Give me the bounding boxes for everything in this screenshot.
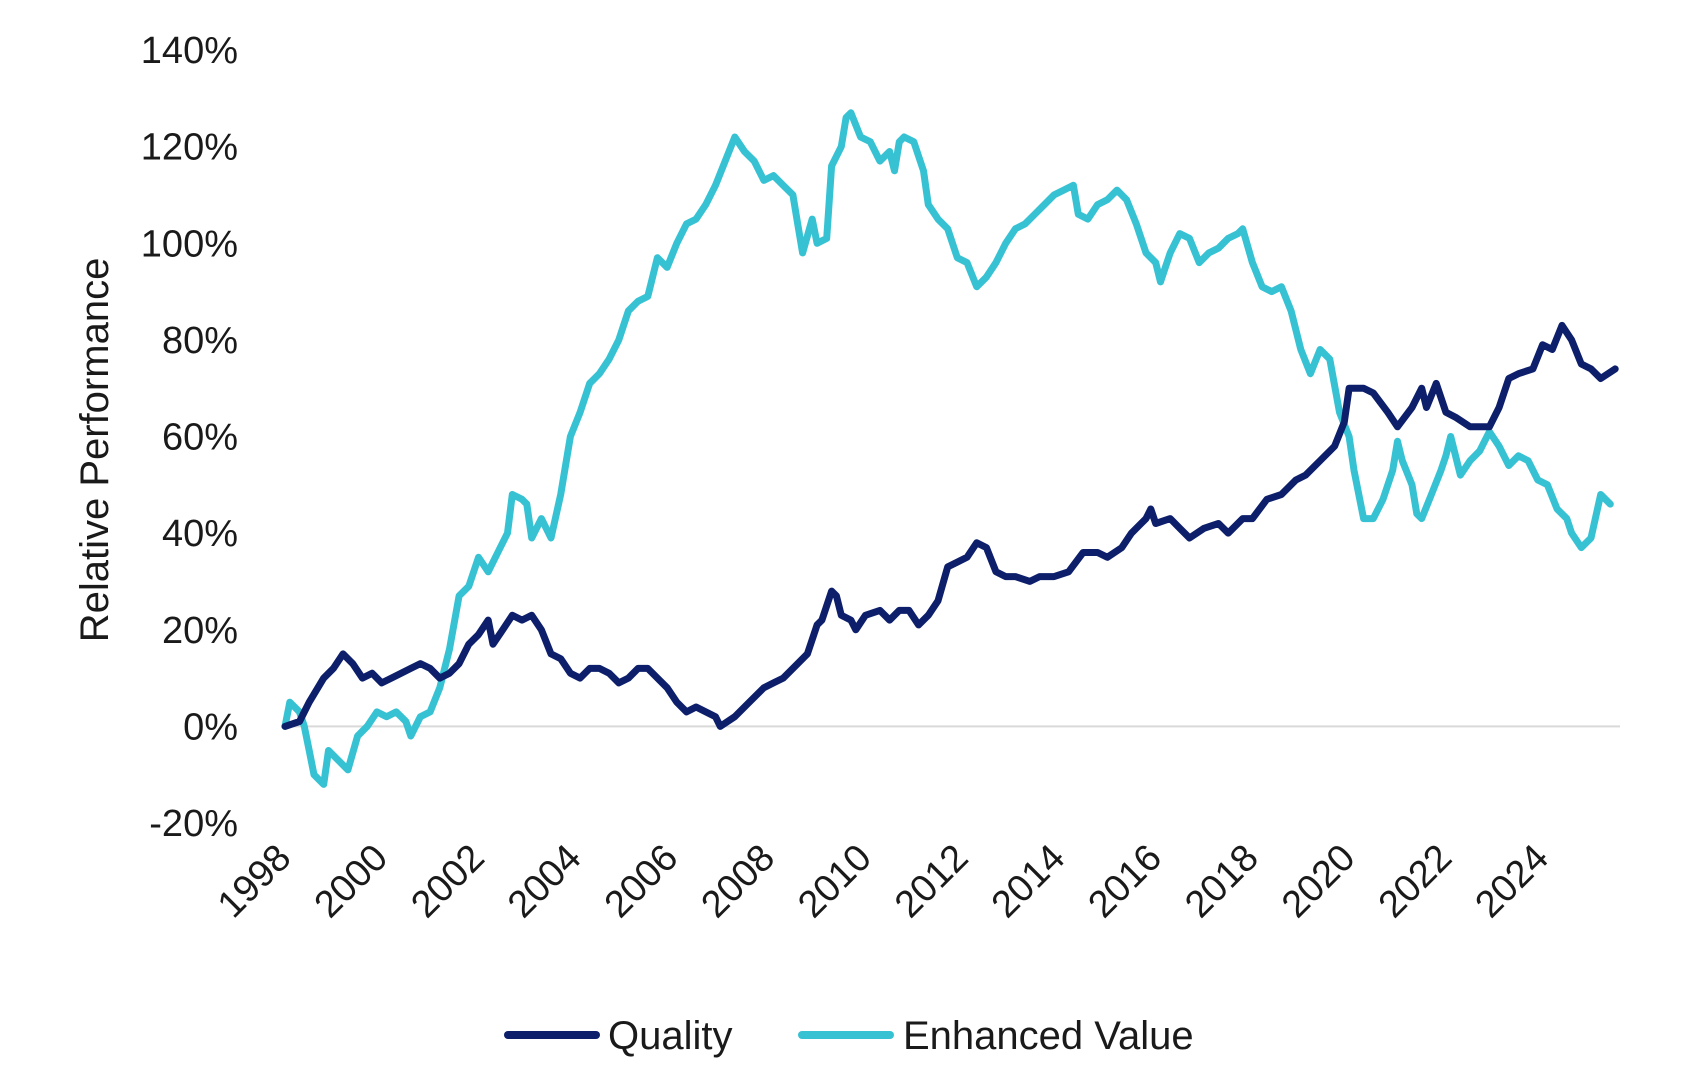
x-tick-label: 2010 xyxy=(790,837,879,926)
x-tick-label: 2020 xyxy=(1274,837,1363,926)
x-tick-label: 2008 xyxy=(694,837,783,926)
x-tick-label: 2012 xyxy=(887,837,976,926)
legend-label-enhanced-value: Enhanced Value xyxy=(903,1014,1194,1058)
legend-label-quality: Quality xyxy=(608,1014,733,1058)
x-tick-label: 2000 xyxy=(307,837,396,926)
x-tick-label: 2002 xyxy=(403,837,492,926)
x-tick-label: 2016 xyxy=(1081,837,1170,926)
x-tick-label: 2024 xyxy=(1467,837,1556,926)
x-tick-label: 2022 xyxy=(1371,837,1460,926)
y-axis-title-group: Relative Performance xyxy=(73,258,117,643)
y-tick-label: -20% xyxy=(149,803,238,845)
legend: Quality Enhanced Value xyxy=(504,1014,1194,1058)
y-axis-title: Relative Performance xyxy=(73,258,117,643)
y-tick-label: 60% xyxy=(162,417,238,459)
y-tick-label: 20% xyxy=(162,610,238,652)
x-tick-label: 2018 xyxy=(1177,837,1266,926)
x-tick-label: 2014 xyxy=(984,837,1073,926)
y-tick-label: 40% xyxy=(162,513,238,555)
y-tick-label: 0% xyxy=(183,706,238,748)
x-tick-label: 2004 xyxy=(500,837,589,926)
y-tick-label: 80% xyxy=(162,320,238,362)
y-axis-ticks: -20% 0% 20% 40% 60% 80% 100% 120% 140% xyxy=(141,30,238,845)
series-line-enhanced-value xyxy=(281,109,1614,788)
y-tick-label: 100% xyxy=(141,223,238,265)
x-tick-label: 1998 xyxy=(210,837,299,926)
x-axis-ticks: 1998 2000 2002 2004 2006 2008 2010 2012 2014 2016… xyxy=(210,837,1557,926)
series-line-quality xyxy=(281,321,1619,730)
x-tick-label: 2006 xyxy=(597,837,686,926)
series-layer xyxy=(281,109,1619,788)
y-tick-label: 120% xyxy=(141,127,238,169)
y-tick-label: 140% xyxy=(141,30,238,72)
